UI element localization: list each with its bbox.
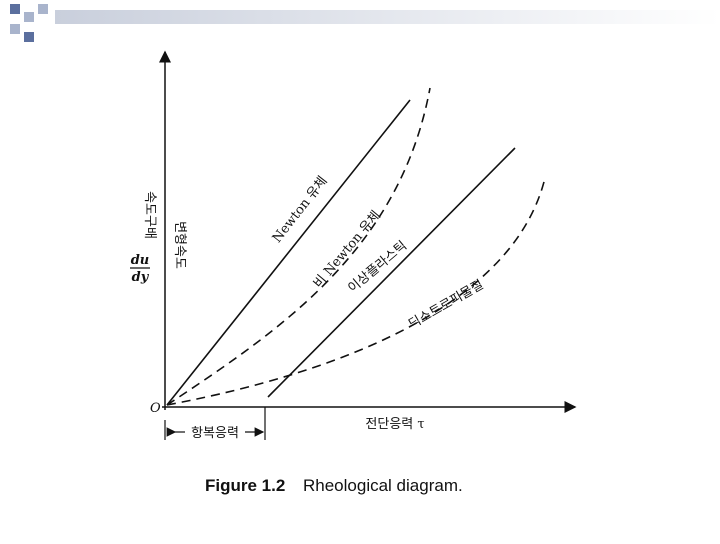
newton-line: [166, 99, 411, 406]
yield-label: 항복응력: [191, 426, 239, 441]
y-side-text: 변형속도: [172, 221, 187, 269]
caption-label: Figure 1.2: [205, 476, 285, 495]
non-newton-curve: [166, 87, 431, 406]
y-side-text: 속도구배: [142, 191, 157, 239]
y-denominator: dy: [132, 270, 150, 285]
template-decoration: [10, 4, 720, 42]
curves: [166, 87, 546, 406]
curve-label: 딕소트로피물질: [406, 278, 486, 333]
caption-text: Rheological diagram.: [303, 476, 463, 495]
origin-label: O: [150, 401, 161, 416]
x-axis-label: 전단응력 τ: [365, 417, 424, 432]
thixotropic-curve: [166, 177, 546, 406]
axes: [159, 50, 577, 413]
y-numerator: du: [131, 253, 150, 268]
yield-bracket: [164, 407, 266, 440]
bingham-line: [267, 147, 516, 398]
